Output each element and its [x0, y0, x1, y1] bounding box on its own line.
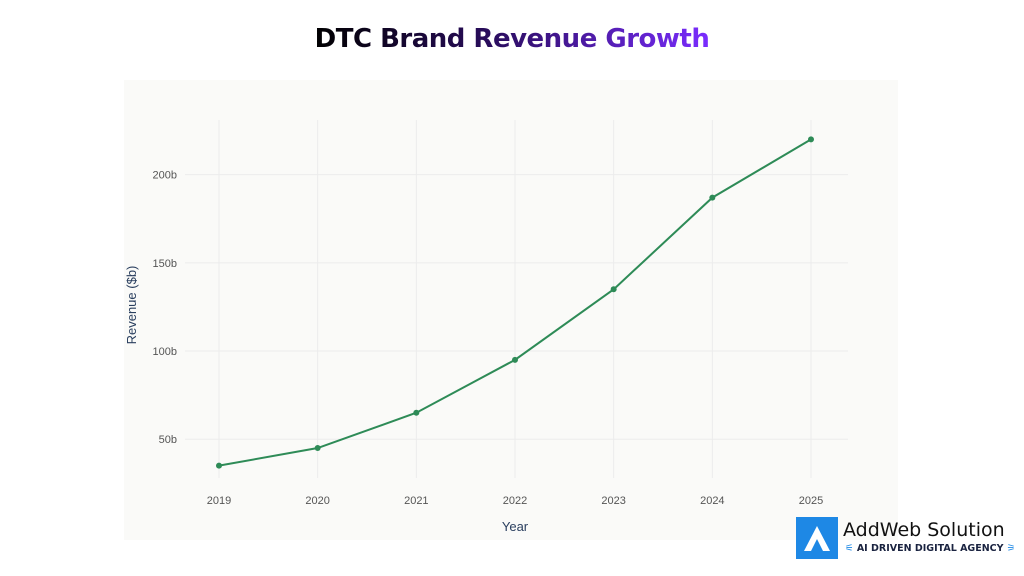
x-tick-label: 2024 [700, 495, 724, 507]
data-point [216, 462, 222, 469]
logo-mark-icon [796, 517, 838, 559]
data-point [610, 286, 617, 293]
data-point [808, 136, 814, 143]
x-tick-label: 2023 [601, 495, 625, 507]
x-tick-label: 2025 [799, 495, 823, 507]
brand-name: AddWeb Solution [843, 519, 1005, 541]
x-tick-label: 2020 [305, 495, 329, 507]
brand-tagline: ⚟ AI DRIVEN DIGITAL AGENCY ⚞ [845, 543, 1016, 554]
x-tick-label: 2021 [404, 495, 428, 507]
data-point [512, 356, 518, 363]
y-axis-label: Revenue ($b) [124, 266, 139, 345]
data-point [314, 445, 321, 452]
y-tick-label: 150b [153, 258, 177, 270]
addweb-logo: AddWeb Solution ⚟ AI DRIVEN DIGITAL AGEN… [796, 517, 1020, 561]
x-axis-label: Year [502, 519, 529, 534]
x-tick-label: 2022 [503, 495, 527, 507]
data-point [413, 409, 420, 416]
y-tick-label: 200b [153, 170, 177, 182]
y-tick-label: 50b [159, 434, 177, 446]
line-chart: 50b 100b 150b 200b 2019 2020 2021 2022 2023 2024… [124, 120, 848, 534]
chart-title: DTC Brand Revenue Growth [314, 24, 710, 54]
x-tick-label: 2019 [207, 495, 231, 507]
y-tick-label: 100b [153, 346, 177, 358]
plot-area: 50b 100b 150b 200b 2019 2020 2021 2022 2023 2024… [124, 80, 898, 540]
data-point [709, 194, 716, 201]
